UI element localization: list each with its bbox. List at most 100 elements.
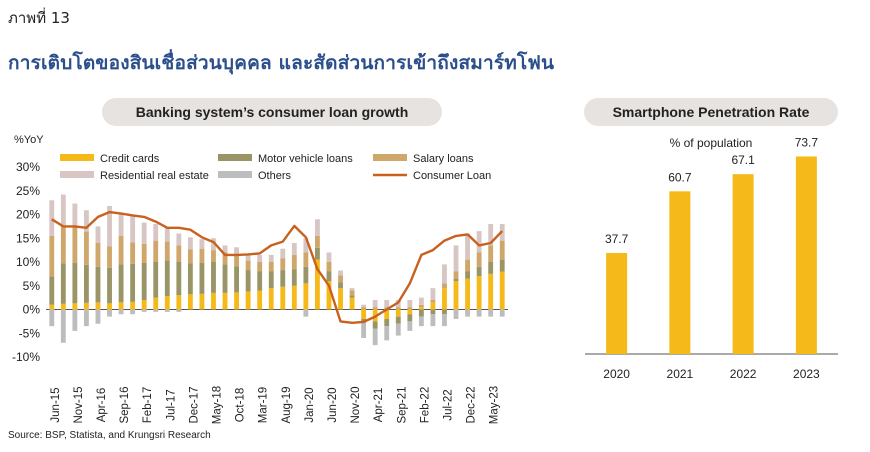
smartphone-subtitle: % of population xyxy=(670,136,753,150)
smartphone-value-label: 60.7 xyxy=(668,170,692,184)
bar-segment-residential-real-estate xyxy=(453,245,459,272)
bar-segment-residential-real-estate xyxy=(280,248,286,259)
x-tick-label: Sep-21 xyxy=(396,386,408,423)
bar-segment-motor-vehicle-loans xyxy=(453,278,459,281)
x-tick-label: Aug-19 xyxy=(281,386,293,423)
bar-segment-others xyxy=(430,314,436,327)
legend-label: Residential real estate xyxy=(100,170,209,182)
bar-segment-salary-loans xyxy=(234,254,240,267)
consumer-loan-chart-title: Banking system’s consumer loan growth xyxy=(102,98,442,126)
bar-segment-motor-vehicle-loans xyxy=(72,262,78,304)
legend-label: Credit cards xyxy=(100,153,160,165)
source-note: Source: BSP, Statista, and Krungsri Rese… xyxy=(8,430,211,441)
bar-segment-credit-cards xyxy=(384,309,390,319)
bar-segment-salary-loans xyxy=(303,252,309,267)
bar-segment-residential-real-estate xyxy=(211,238,216,251)
bar-segment-salary-loans xyxy=(153,240,159,262)
bar-segment-credit-cards xyxy=(153,297,159,310)
legend-label: Others xyxy=(258,170,292,182)
bar-segment-salary-loans xyxy=(488,245,494,262)
bar-segment-others xyxy=(153,309,159,312)
bar-segment-salary-loans xyxy=(442,283,447,289)
bar-segment-salary-loans xyxy=(268,262,274,272)
bar-segment-credit-cards xyxy=(499,271,505,310)
bar-segment-residential-real-estate xyxy=(488,224,494,246)
bar-segment-motor-vehicle-loans xyxy=(176,262,182,296)
x-tick-label: Nov-15 xyxy=(73,386,85,423)
bar-segment-credit-cards xyxy=(488,273,494,310)
bar-segment-motor-vehicle-loans xyxy=(164,260,170,297)
smartphone-bar xyxy=(795,156,817,354)
smartphone-category-label: 2020 xyxy=(603,367,630,381)
bar-segment-credit-cards xyxy=(245,291,251,310)
y-tick-label: 0% xyxy=(23,303,41,317)
bar-segment-residential-real-estate xyxy=(234,247,240,255)
legend-label: Motor vehicle loans xyxy=(258,153,353,165)
legend-swatch xyxy=(218,154,252,161)
bar-segment-residential-real-estate xyxy=(361,304,367,308)
bar-segment-credit-cards xyxy=(222,292,228,310)
bar-segment-salary-loans xyxy=(395,307,401,310)
bar-segment-others xyxy=(488,309,494,317)
bar-segment-salary-loans xyxy=(187,249,193,264)
y-tick-label: 10% xyxy=(16,255,40,269)
bar-segment-residential-real-estate xyxy=(245,253,251,261)
bar-segment-salary-loans xyxy=(72,227,78,263)
bar-segment-residential-real-estate xyxy=(338,270,343,276)
bar-segment-motor-vehicle-loans xyxy=(465,271,471,279)
bar-segment-credit-cards xyxy=(326,281,332,310)
x-tick-label: Jun-15 xyxy=(50,387,62,422)
bar-segment-salary-loans xyxy=(199,248,205,263)
bar-segment-others xyxy=(72,309,78,331)
bar-segment-residential-real-estate xyxy=(268,254,274,262)
bar-segment-residential-real-estate xyxy=(430,288,436,300)
bar-segment-residential-real-estate xyxy=(107,205,112,247)
bar-segment-credit-cards xyxy=(176,295,182,310)
bar-segment-residential-real-estate xyxy=(141,222,147,244)
bar-segment-motor-vehicle-loans xyxy=(488,262,494,274)
bar-segment-motor-vehicle-loans xyxy=(222,264,228,293)
bar-segment-others xyxy=(164,309,170,312)
smartphone-chart-title: Smartphone Penetration Rate xyxy=(584,98,838,126)
bar-segment-others xyxy=(83,309,89,327)
bar-segment-motor-vehicle-loans xyxy=(361,319,367,322)
bar-segment-residential-real-estate xyxy=(257,254,263,262)
bar-segment-residential-real-estate xyxy=(83,210,89,232)
bar-segment-others xyxy=(499,309,505,317)
bar-segment-credit-cards xyxy=(199,293,205,310)
bar-segment-motor-vehicle-loans xyxy=(303,266,309,284)
x-tick-label: Dec-22 xyxy=(466,386,478,423)
bar-segment-residential-real-estate xyxy=(199,239,205,249)
bar-segment-salary-loans xyxy=(60,225,66,264)
smartphone-category-label: 2021 xyxy=(667,367,694,381)
bar-segment-credit-cards xyxy=(303,283,309,310)
bar-segment-residential-real-estate xyxy=(326,252,332,262)
x-tick-label: Jun-20 xyxy=(327,387,339,422)
x-tick-label: Sep-16 xyxy=(119,386,131,423)
bar-segment-salary-loans xyxy=(118,235,124,265)
bar-segment-credit-cards xyxy=(107,303,112,310)
bar-segment-motor-vehicle-loans xyxy=(95,266,101,303)
bar-segment-residential-real-estate xyxy=(130,216,136,243)
bar-segment-salary-loans xyxy=(372,307,378,310)
x-tick-label: Feb-17 xyxy=(142,387,154,423)
bar-segment-salary-loans xyxy=(499,240,505,260)
bar-segment-others xyxy=(303,309,309,317)
bar-segment-others xyxy=(384,326,390,341)
bar-segment-residential-real-estate xyxy=(476,231,482,253)
bar-segment-motor-vehicle-loans xyxy=(211,262,216,293)
smartphone-value-label: 67.1 xyxy=(731,153,755,167)
bar-segment-credit-cards xyxy=(268,288,274,310)
x-tick-label: May-18 xyxy=(212,386,224,424)
smartphone-category-label: 2022 xyxy=(730,367,757,381)
x-tick-label: Apr-21 xyxy=(373,388,385,423)
legend-swatch xyxy=(60,171,94,178)
consumer-loan-line xyxy=(51,210,504,324)
bar-segment-motor-vehicle-loans xyxy=(476,266,482,277)
bar-segment-motor-vehicle-loans xyxy=(257,271,263,291)
x-tick-label: Apr-16 xyxy=(96,388,108,423)
bar-segment-credit-cards xyxy=(407,309,413,315)
bar-segment-credit-cards xyxy=(280,286,286,310)
bar-segment-residential-real-estate xyxy=(187,237,193,250)
